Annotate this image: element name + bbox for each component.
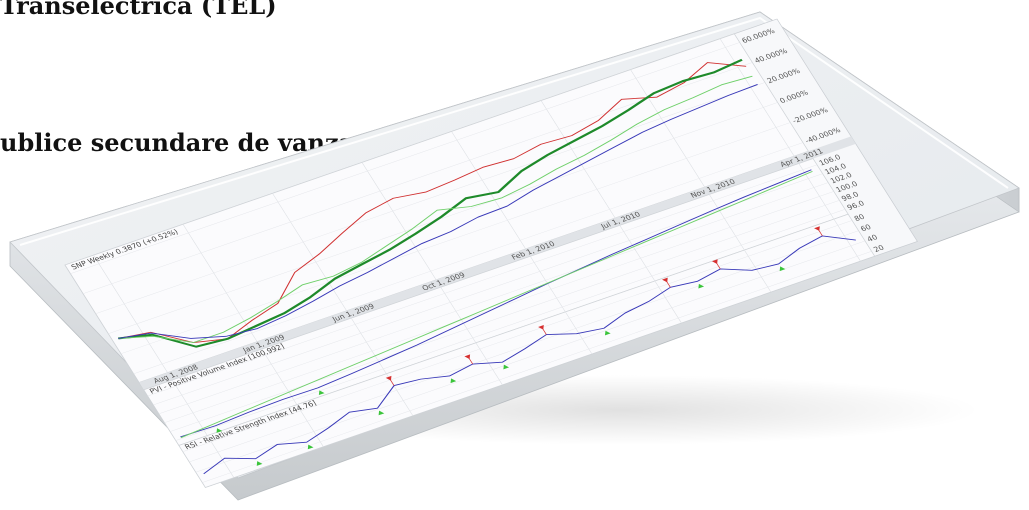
grid-line-vertical bbox=[630, 69, 772, 293]
series-line bbox=[118, 62, 747, 343]
grid-line-horizontal bbox=[189, 230, 859, 463]
y-tick-label: 20 bbox=[872, 243, 886, 254]
page-title: Transelectrica (TEL) bbox=[0, 0, 277, 20]
price-pane bbox=[64, 33, 809, 383]
buy-signal-marker bbox=[698, 283, 705, 289]
rsi-pane bbox=[178, 213, 876, 488]
slab-highlight bbox=[19, 16, 1009, 246]
series-line bbox=[118, 75, 753, 343]
y-tick-label: 40 bbox=[865, 233, 879, 244]
grid-line-vertical bbox=[93, 255, 235, 478]
grid-line-horizontal bbox=[170, 200, 840, 432]
buy-signal-marker bbox=[307, 444, 314, 450]
sell-signal-marker bbox=[385, 375, 392, 381]
series-line bbox=[117, 58, 743, 348]
sell-signal-marker bbox=[538, 324, 544, 330]
grid-line-horizontal bbox=[120, 122, 791, 354]
buy-signal-marker bbox=[604, 330, 611, 336]
grid-line-horizontal bbox=[133, 142, 804, 374]
series-line bbox=[180, 169, 812, 438]
sell-signal-marker bbox=[711, 259, 718, 264]
sell-signal-marker bbox=[814, 226, 820, 231]
grid-line-vertical bbox=[361, 162, 503, 385]
grid-line-horizontal bbox=[182, 220, 853, 452]
grid-line-vertical bbox=[182, 224, 324, 447]
sell-signal-marker bbox=[464, 354, 471, 360]
grid-line-vertical bbox=[451, 131, 593, 355]
buy-signal-marker bbox=[779, 266, 786, 272]
buy-signal-marker bbox=[256, 461, 263, 466]
buy-signal-marker bbox=[450, 378, 457, 384]
series-line bbox=[180, 170, 813, 439]
grid-line-horizontal bbox=[147, 164, 818, 397]
date-axis-band bbox=[139, 136, 856, 390]
grid-line-horizontal bbox=[202, 251, 872, 483]
buy-signal-marker bbox=[378, 410, 385, 416]
buy-signal-marker bbox=[503, 364, 510, 370]
grid-line-vertical bbox=[719, 38, 861, 262]
grid-line-horizontal bbox=[195, 240, 866, 473]
grid-line-horizontal bbox=[70, 42, 740, 274]
series-line bbox=[118, 84, 758, 339]
buy-signal-marker bbox=[318, 390, 325, 396]
grid-line-horizontal bbox=[158, 182, 829, 414]
grid-line-horizontal bbox=[164, 191, 834, 423]
series-line bbox=[203, 235, 856, 475]
buy-signal-marker bbox=[216, 428, 223, 433]
y-tick-label: 80 bbox=[852, 212, 866, 223]
grid-line-horizontal bbox=[175, 209, 846, 441]
grid-line-horizontal bbox=[108, 102, 778, 334]
grid-line-horizontal bbox=[153, 173, 823, 406]
y-tick-label: 60 bbox=[859, 223, 873, 234]
grid-line-horizontal bbox=[95, 82, 766, 314]
sell-signal-marker bbox=[662, 277, 668, 283]
